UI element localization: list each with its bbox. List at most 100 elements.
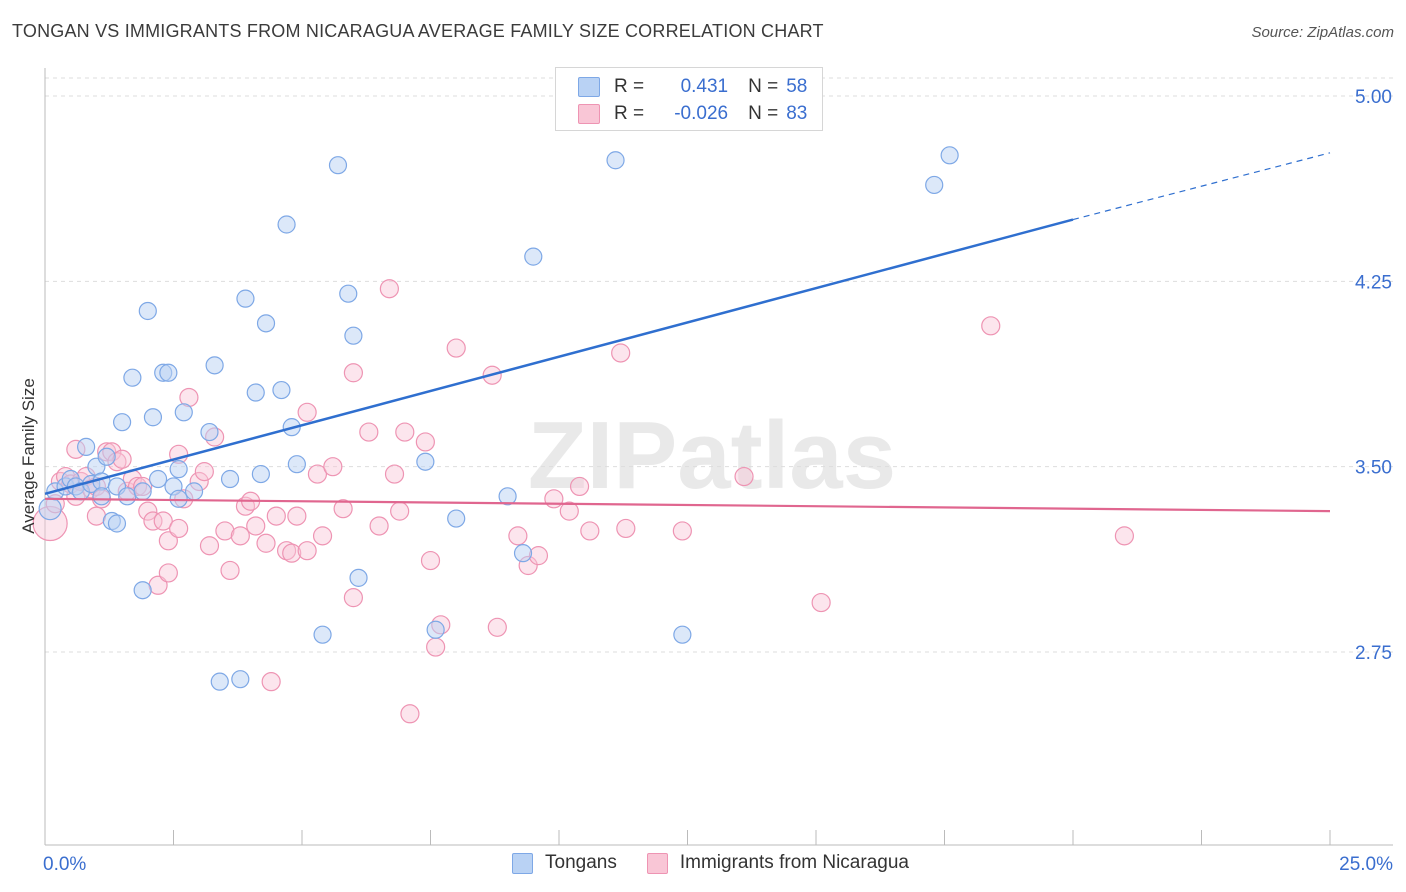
- x-tick-label: 0.0%: [43, 854, 86, 875]
- nicaragua-swatch: [646, 852, 668, 874]
- watermark: ZIPatlas: [528, 402, 896, 509]
- tongans-point: [940, 146, 959, 165]
- tongans-point: [174, 403, 193, 422]
- nicaragua-point: [86, 506, 107, 526]
- nicaragua-point: [215, 521, 235, 541]
- nicaragua-point: [580, 521, 600, 541]
- nicaragua-point: [528, 546, 549, 566]
- nicaragua-point: [544, 489, 564, 509]
- nicaragua-point: [343, 363, 363, 383]
- tongans-point: [169, 489, 188, 508]
- tongans-point: [169, 460, 188, 479]
- nicaragua-point: [379, 279, 399, 299]
- tongans-point: [97, 447, 116, 466]
- tongans-point: [925, 175, 944, 195]
- tongans-point: [148, 469, 168, 489]
- series-legend: Tongans Immigrants from Nicaragua: [512, 852, 939, 874]
- nicaragua-point: [981, 316, 1001, 336]
- nicaragua-point: [616, 518, 636, 539]
- legend-row-tongans: R = 0.431 N = 58: [578, 74, 807, 100]
- nicaragua-point: [400, 704, 420, 724]
- tongans-point: [498, 487, 517, 506]
- nicaragua-point: [158, 563, 178, 583]
- legend-item-nicaragua[interactable]: Immigrants from Nicaragua: [646, 852, 909, 874]
- y-axis-label: Average Family Size: [19, 378, 38, 534]
- tongans-point: [513, 544, 533, 563]
- gridlines: [45, 77, 1393, 653]
- tongans-point: [272, 380, 291, 400]
- nicaragua-point: [287, 506, 307, 526]
- nicaragua-point: [508, 526, 528, 546]
- tongans-point: [277, 215, 296, 234]
- nicaragua-point: [611, 343, 631, 363]
- tongans-point: [236, 289, 255, 308]
- legend-item-tongans[interactable]: Tongans: [512, 852, 617, 874]
- tongans-points: [38, 146, 959, 691]
- nicaragua-point: [307, 464, 328, 484]
- legend-label: Tongans: [545, 852, 617, 873]
- nicaragua-point: [282, 543, 302, 563]
- tongans-trend-line: [44, 218, 1074, 496]
- nicaragua-point: [369, 516, 389, 536]
- nicaragua-point: [297, 541, 317, 561]
- nicaragua-point: [343, 588, 363, 608]
- nicaragua-trend-line: [44, 497, 1331, 513]
- tongans-point: [210, 672, 229, 691]
- nicaragua-point: [559, 501, 579, 521]
- tongans-point: [143, 408, 163, 427]
- nicaragua-point: [169, 518, 189, 539]
- nicaragua-point: [153, 511, 173, 531]
- chart-title: TONGAN VS IMMIGRANTS FROM NICARAGUA AVER…: [12, 21, 824, 41]
- nicaragua-point: [426, 637, 446, 657]
- nicaragua-point: [194, 462, 214, 482]
- nicaragua-point: [333, 499, 353, 519]
- tongans-point: [426, 620, 445, 639]
- tongans-point: [200, 422, 219, 442]
- y-tick-label: 3.50: [1355, 458, 1392, 479]
- nicaragua-point: [446, 338, 466, 358]
- tongans-point: [205, 356, 224, 375]
- tongans-point: [138, 301, 157, 321]
- tongans-point: [339, 284, 358, 303]
- nicaragua-point: [266, 506, 286, 526]
- tongans-point: [606, 151, 625, 170]
- y-tick-label: 5.00: [1355, 87, 1392, 108]
- nicaragua-point: [297, 402, 317, 422]
- tongans-point: [38, 497, 62, 521]
- nicaragua-point: [384, 464, 405, 484]
- tongans-point: [673, 625, 692, 644]
- tongans-trend-extension: [1072, 152, 1331, 221]
- nicaragua-point: [359, 422, 379, 442]
- tongans-swatch: [578, 77, 600, 97]
- nicaragua-point: [112, 449, 132, 469]
- tongans-point: [184, 482, 204, 501]
- nicaragua-point: [312, 526, 333, 546]
- nicaragua-point: [569, 476, 590, 497]
- tongans-point: [349, 568, 368, 587]
- tongans-point: [287, 455, 306, 474]
- nicaragua-point: [220, 560, 240, 581]
- r-value: -0.026: [674, 103, 729, 124]
- trend-lines: [44, 152, 1331, 513]
- tongans-point: [328, 156, 348, 175]
- tongans-swatch: [512, 852, 533, 874]
- nicaragua-point: [230, 526, 250, 546]
- y-tick-label: 4.25: [1355, 272, 1392, 293]
- tongans-point: [112, 413, 132, 432]
- tongans-point: [231, 670, 250, 689]
- tongans-point: [118, 487, 137, 506]
- tongans-point: [123, 368, 142, 387]
- legend-label: Immigrants from Nicaragua: [679, 852, 909, 873]
- n-label: N =: [748, 76, 779, 97]
- nicaragua-point: [734, 466, 754, 487]
- tongans-point: [133, 482, 152, 501]
- tongans-point: [159, 363, 178, 382]
- tongans-point: [256, 314, 276, 333]
- nicaragua-point: [199, 536, 220, 556]
- nicaragua-swatch: [578, 104, 600, 124]
- nicaragua-point: [246, 516, 266, 536]
- nicaragua-point: [323, 457, 343, 477]
- nicaragua-point: [261, 672, 281, 692]
- tongans-point: [251, 464, 270, 484]
- r-label: R =: [614, 103, 645, 124]
